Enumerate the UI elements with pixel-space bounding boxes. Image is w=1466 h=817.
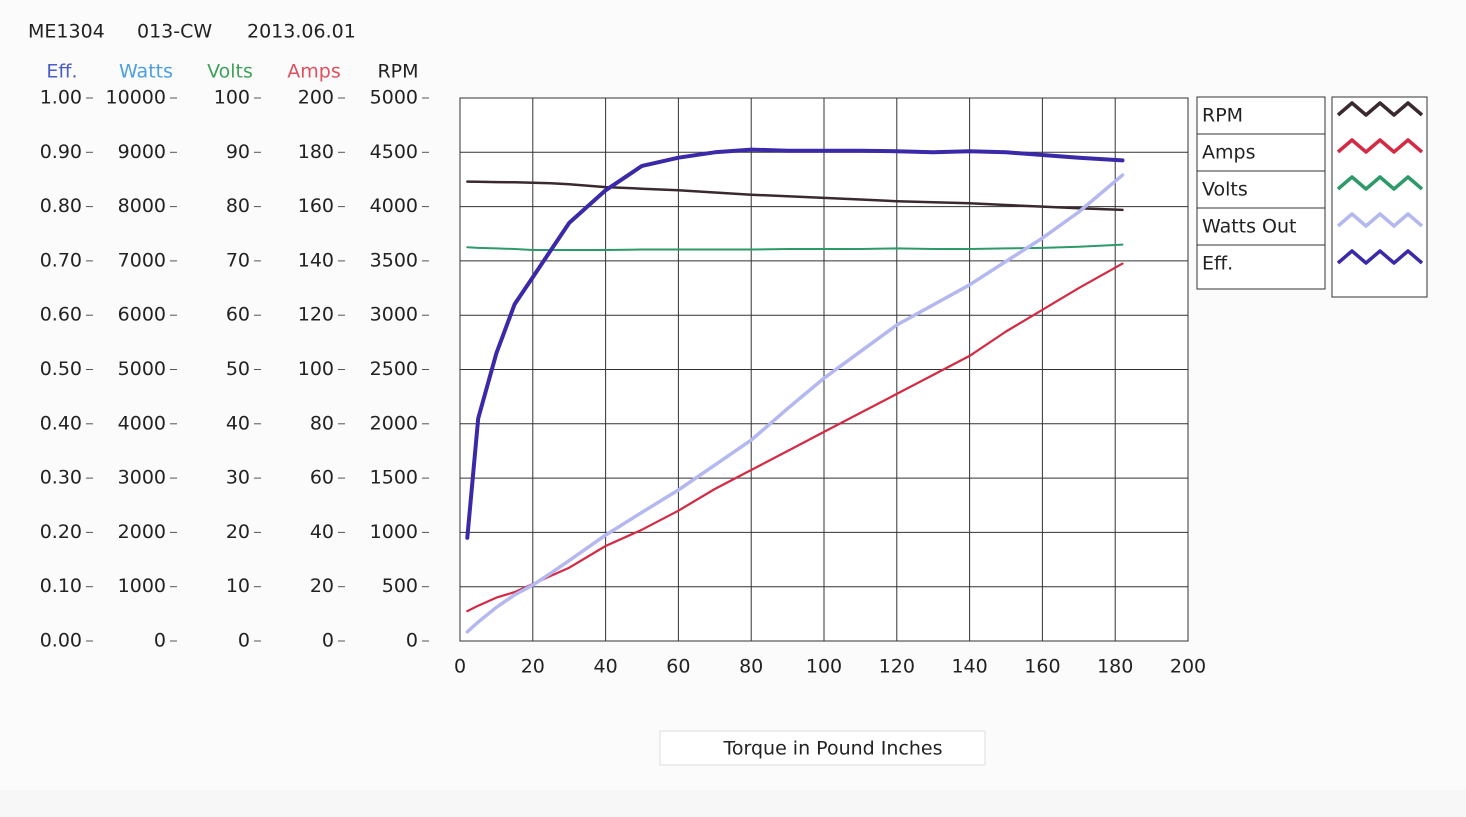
legend-label: Amps (1202, 142, 1255, 164)
legend-swatch (1336, 101, 1424, 117)
x-tick-label: 80 (739, 656, 763, 678)
y-tick-label: 50 (226, 358, 250, 380)
x-tick-label: 100 (806, 656, 842, 678)
x-tick-label: 180 (1097, 656, 1133, 678)
header-code: 013-CW (137, 21, 212, 43)
x-tick-label: 140 (951, 656, 987, 678)
legend-label: Watts Out (1202, 216, 1297, 238)
legend-label: Eff. (1202, 253, 1233, 275)
y-tick-label: 180 (298, 141, 334, 163)
y-axis-title: Volts (207, 61, 253, 83)
y-tick-label: 40 (226, 412, 250, 434)
legend-swatch (1336, 138, 1424, 154)
x-tick-label: 200 (1170, 656, 1206, 678)
x-tick-label: 20 (521, 656, 545, 678)
y-tick-label: 9000 (118, 141, 166, 163)
y-tick-label: 100 (298, 358, 334, 380)
y-tick-label: 160 (298, 195, 334, 217)
y-tick-label: 8000 (118, 195, 166, 217)
y-tick-label: 1.00 (40, 87, 82, 109)
y-tick-label: 0.80 (40, 195, 82, 217)
y-tick-label: 7000 (118, 249, 166, 271)
y-tick-label: 3500 (370, 249, 418, 271)
y-tick-label: 3000 (370, 304, 418, 326)
x-tick-label: 60 (666, 656, 690, 678)
y-tick-label: 0.20 (40, 521, 82, 543)
x-label-box (659, 730, 986, 766)
x-axis-label: Torque in Pound Inches (723, 738, 943, 760)
y-tick-label: 6000 (118, 304, 166, 326)
legend-swatch (1336, 175, 1424, 191)
x-tick-label: 160 (1024, 656, 1060, 678)
legend-labels-box (1196, 96, 1326, 290)
y-tick-label: 60 (226, 304, 250, 326)
y-tick-label: 20 (226, 521, 250, 543)
header-id: ME1304 (28, 21, 105, 43)
y-tick-label: 20 (310, 575, 334, 597)
y-tick-label: 5000 (370, 87, 418, 109)
legend-samples-box (1331, 96, 1428, 298)
y-tick-label: 0.00 (40, 630, 82, 652)
y-tick-label: 500 (382, 575, 418, 597)
y-tick-label: 1000 (118, 575, 166, 597)
y-tick-label: 0 (406, 630, 418, 652)
y-tick-label: 70 (226, 249, 250, 271)
y-tick-label: 80 (226, 195, 250, 217)
y-tick-label: 4000 (370, 195, 418, 217)
y-tick-label: 80 (310, 412, 334, 434)
y-tick-label: 0.10 (40, 575, 82, 597)
y-tick-label: 90 (226, 141, 250, 163)
y-axis-title: Eff. (46, 61, 77, 83)
y-tick-label: 0 (238, 630, 250, 652)
y-tick-label: 0.70 (40, 249, 82, 271)
y-tick-label: 2000 (370, 412, 418, 434)
y-tick-label: 4500 (370, 141, 418, 163)
y-tick-label: 40 (310, 521, 334, 543)
y-tick-label: 10 (226, 575, 250, 597)
y-tick-label: 0 (322, 630, 334, 652)
series-line (465, 173, 1125, 634)
series-line (465, 147, 1125, 540)
x-tick-label: 0 (454, 656, 466, 678)
header-date: 2013.06.01 (247, 21, 356, 43)
y-tick-label: 10000 (106, 87, 166, 109)
x-tick-label: 40 (594, 656, 618, 678)
y-tick-label: 1500 (370, 467, 418, 489)
y-tick-label: 0.60 (40, 304, 82, 326)
y-tick-label: 0.30 (40, 467, 82, 489)
y-tick-label: 100 (214, 87, 250, 109)
y-tick-label: 2000 (118, 521, 166, 543)
y-tick-label: 140 (298, 249, 334, 271)
y-tick-label: 0.50 (40, 358, 82, 380)
y-tick-label: 200 (298, 87, 334, 109)
y-tick-label: 0.40 (40, 412, 82, 434)
y-tick-label: 120 (298, 304, 334, 326)
y-tick-label: 2500 (370, 358, 418, 380)
y-tick-label: 1000 (370, 521, 418, 543)
series-line (466, 243, 1124, 251)
legend-label: Volts (1202, 179, 1248, 201)
y-tick-label: 4000 (118, 412, 166, 434)
x-tick-label: 120 (879, 656, 915, 678)
y-tick-label: 3000 (118, 467, 166, 489)
y-tick-label: 5000 (118, 358, 166, 380)
legend-swatch (1336, 212, 1424, 228)
legend-label: RPM (1202, 105, 1243, 127)
y-tick-label: 60 (310, 467, 334, 489)
y-tick-label: 0.90 (40, 141, 82, 163)
y-tick-label: 30 (226, 467, 250, 489)
series-line (466, 180, 1124, 212)
y-axis-title: RPM (377, 61, 418, 83)
legend-swatch (1336, 249, 1424, 265)
y-tick-label: 0 (154, 630, 166, 652)
y-axis-title: Watts (119, 61, 173, 83)
y-axis-title: Amps (287, 61, 340, 83)
